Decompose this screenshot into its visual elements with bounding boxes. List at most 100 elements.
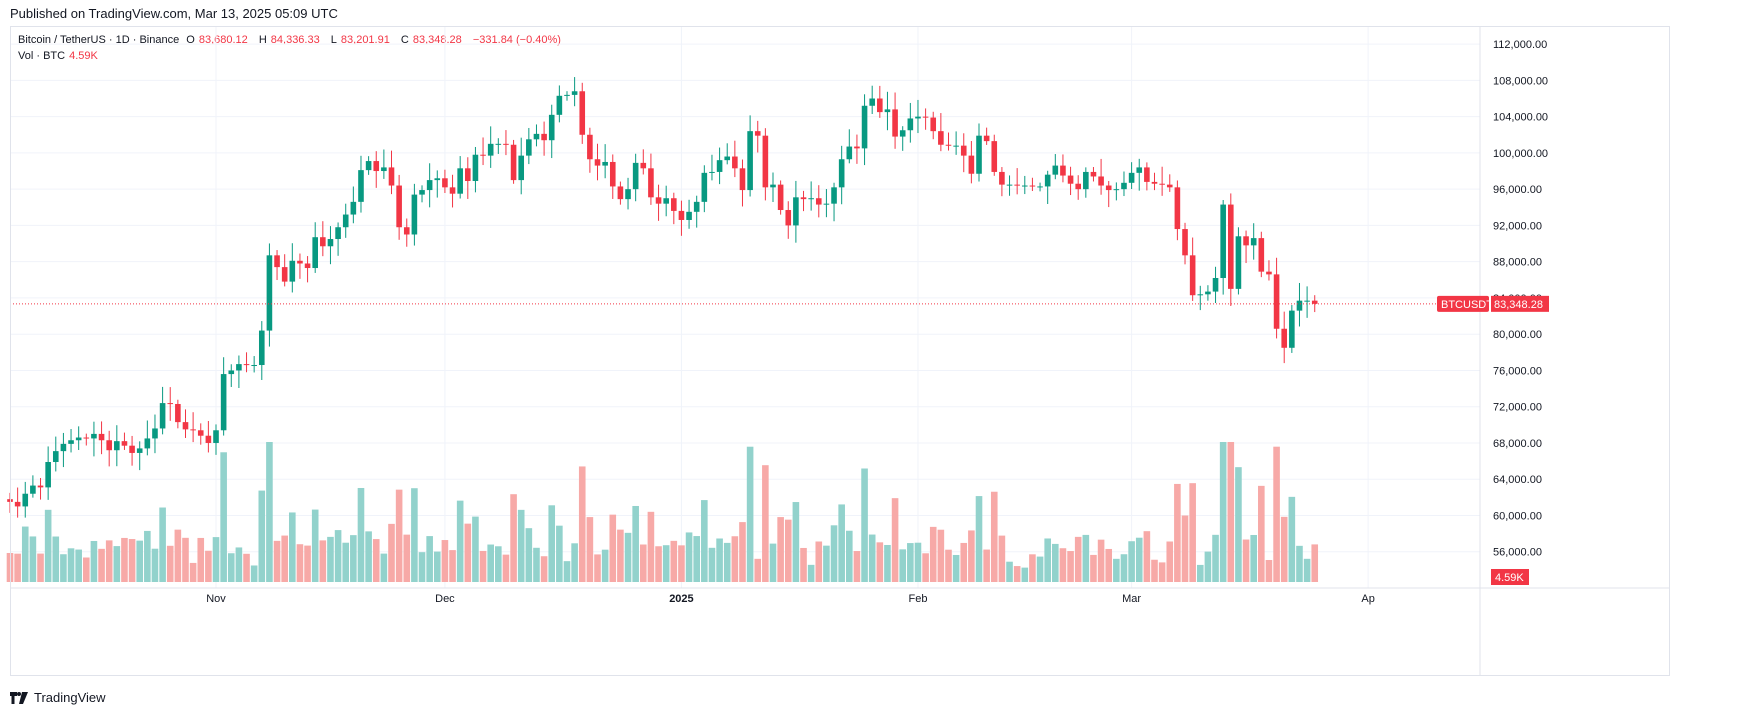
volume-bar [258,490,266,582]
volume-bar [968,530,975,582]
candle-body [1243,236,1249,246]
volume-bar [502,554,510,582]
candle-body [1296,300,1303,311]
candle-body [30,485,36,494]
volume-bar [235,547,243,582]
candle-body [1006,184,1013,186]
candle-body [1166,184,1173,188]
candle-body [739,168,746,191]
candle-body [197,430,204,436]
volume-bar [1105,548,1113,582]
volume-bar [998,535,1006,582]
volume-bar [823,545,830,582]
candle-body [1212,277,1219,292]
volume-bar [197,537,205,582]
low-label: L [330,34,337,46]
volume-bar [594,554,601,582]
symbol-tag-label: BTCUSDT [1441,299,1493,311]
candle-body [190,429,196,431]
candle-body [922,116,929,118]
volume-bar [983,549,990,582]
volume-bar [769,543,777,582]
candle-body [281,267,288,282]
volume-label[interactable]: Vol · BTC [18,50,66,62]
volume-bar [861,468,868,582]
candle-body [175,403,181,423]
candle-body [228,370,235,375]
candle-body [52,451,59,463]
volume-bar [90,540,98,582]
volume-bar [1189,483,1196,582]
volume-bar [1227,442,1235,582]
candle-body [678,210,685,220]
candle-body [1105,185,1112,191]
candle-body [1189,255,1196,296]
candle-body [732,156,738,169]
volume-bar [937,529,945,582]
candle-body [22,493,29,507]
volume-bar [388,523,395,582]
volume-bar [250,565,258,582]
symbol-price-tag [1437,295,1489,312]
volume-bar [609,514,617,582]
candle-body [579,91,586,135]
volume-bar [21,526,29,582]
volume-bar [784,519,792,582]
symbol-name[interactable]: Bitcoin / TetherUS · 1D · Binance [18,34,180,46]
volume-bar [342,542,350,582]
volume-bar [563,561,571,582]
volume-bar [311,509,319,582]
volume-bar [289,512,296,582]
candle-body [1151,181,1158,184]
volume-bar [334,530,342,582]
footer: TradingView [10,690,106,705]
volume-bar [1135,537,1143,582]
candle-body [991,141,998,172]
volume-bar [227,553,235,582]
volume-bar [1181,515,1189,582]
candle-body [129,445,135,453]
y-tick-label: 76,000.00 [1493,365,1542,377]
volume-bar [212,537,220,582]
candle-body [800,197,807,200]
volume-bar [1090,554,1097,582]
volume-bar [632,505,639,582]
volume-bar [945,549,952,582]
candle-body [762,135,769,188]
volume-bar [1196,564,1204,582]
candle-body [45,462,51,488]
volume-bar [1143,531,1151,582]
volume-bar [441,540,449,582]
volume-bar [37,553,44,582]
candle-body [548,114,555,141]
candle-body [182,422,189,430]
volume-bar [273,540,281,582]
candle-body [60,443,67,452]
volume-tag-label: 4.59K [1495,572,1524,584]
y-tick-label: 92,000.00 [1493,220,1542,232]
candle-body [1090,171,1097,177]
candle-body [518,155,525,181]
volume-bar [426,536,433,582]
tradingview-brand[interactable]: TradingView [34,690,106,705]
y-tick-label: 96,000.00 [1493,184,1542,196]
candle-body [457,168,463,194]
published-header: Published on TradingView.com, Mar 13, 20… [10,6,338,21]
volume-bar [960,542,968,582]
candle-body [503,143,509,145]
volume-bar [510,494,517,582]
last-price-label: 83,348.28 [1494,299,1543,311]
candle-body [915,116,921,119]
candle-body [938,131,944,145]
volume-bar [266,442,273,582]
candle-body [838,159,845,188]
candle-body [587,134,593,160]
candle-body [571,91,578,95]
volume-legend: Vol · BTC 4.59K [18,50,98,62]
volume-bar [540,556,548,582]
candle-body [671,198,677,211]
high-value: 84,336.33 [270,34,320,46]
volume-bar [304,545,311,582]
candle-body [403,227,410,235]
